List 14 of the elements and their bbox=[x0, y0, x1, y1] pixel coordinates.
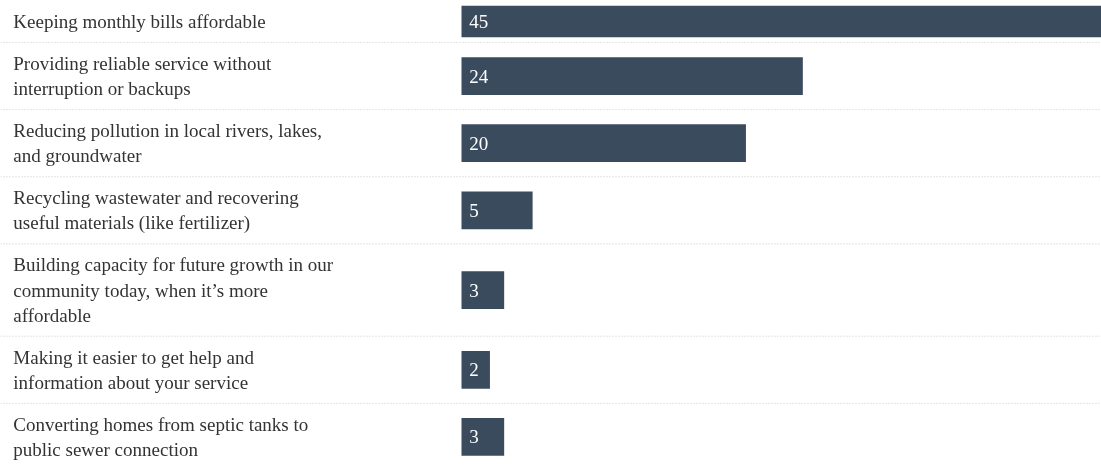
data-label: 5 bbox=[469, 199, 479, 221]
y-tick-label: Providing reliable service without interruption or backups bbox=[13, 52, 273, 100]
data-label: 2 bbox=[469, 359, 479, 381]
y-tick-label: Keeping monthly bills affordable bbox=[13, 10, 266, 32]
y-tick-label: Reducing pollution in local rivers, lakes, and groundwater bbox=[13, 120, 322, 167]
y-tick-label: Recycling wastewater and recovering useful materials (like fertilizer) bbox=[13, 187, 300, 235]
data-label: 3 bbox=[469, 279, 479, 301]
y-tick-label: Converting homes from septic tanks to public sewer connection bbox=[13, 413, 309, 461]
data-label: 20 bbox=[469, 132, 489, 154]
data-label: 24 bbox=[469, 65, 489, 87]
data-label: 45 bbox=[469, 10, 489, 32]
data-label: 3 bbox=[469, 426, 479, 448]
y-tick-label: Making it easier to get help and information about your service bbox=[13, 346, 255, 393]
y-tick-label: Building capacity for future growth in our community today, when it’s more affordable bbox=[13, 254, 334, 326]
